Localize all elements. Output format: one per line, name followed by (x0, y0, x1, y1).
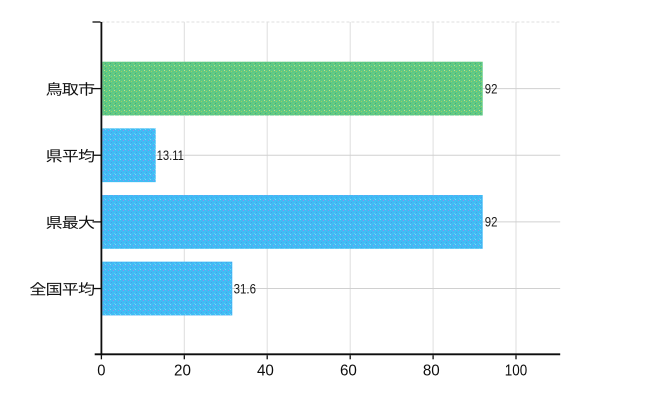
svg-text:31.6: 31.6 (234, 281, 256, 296)
svg-text:80: 80 (423, 363, 440, 380)
svg-text:60: 60 (340, 363, 357, 380)
svg-text:0: 0 (97, 363, 106, 380)
svg-text:92: 92 (485, 81, 498, 96)
svg-text:13.11: 13.11 (157, 148, 184, 163)
svg-text:92: 92 (485, 215, 498, 230)
svg-text:20: 20 (174, 363, 191, 380)
svg-text:40: 40 (257, 363, 274, 380)
svg-text:100: 100 (505, 363, 528, 380)
